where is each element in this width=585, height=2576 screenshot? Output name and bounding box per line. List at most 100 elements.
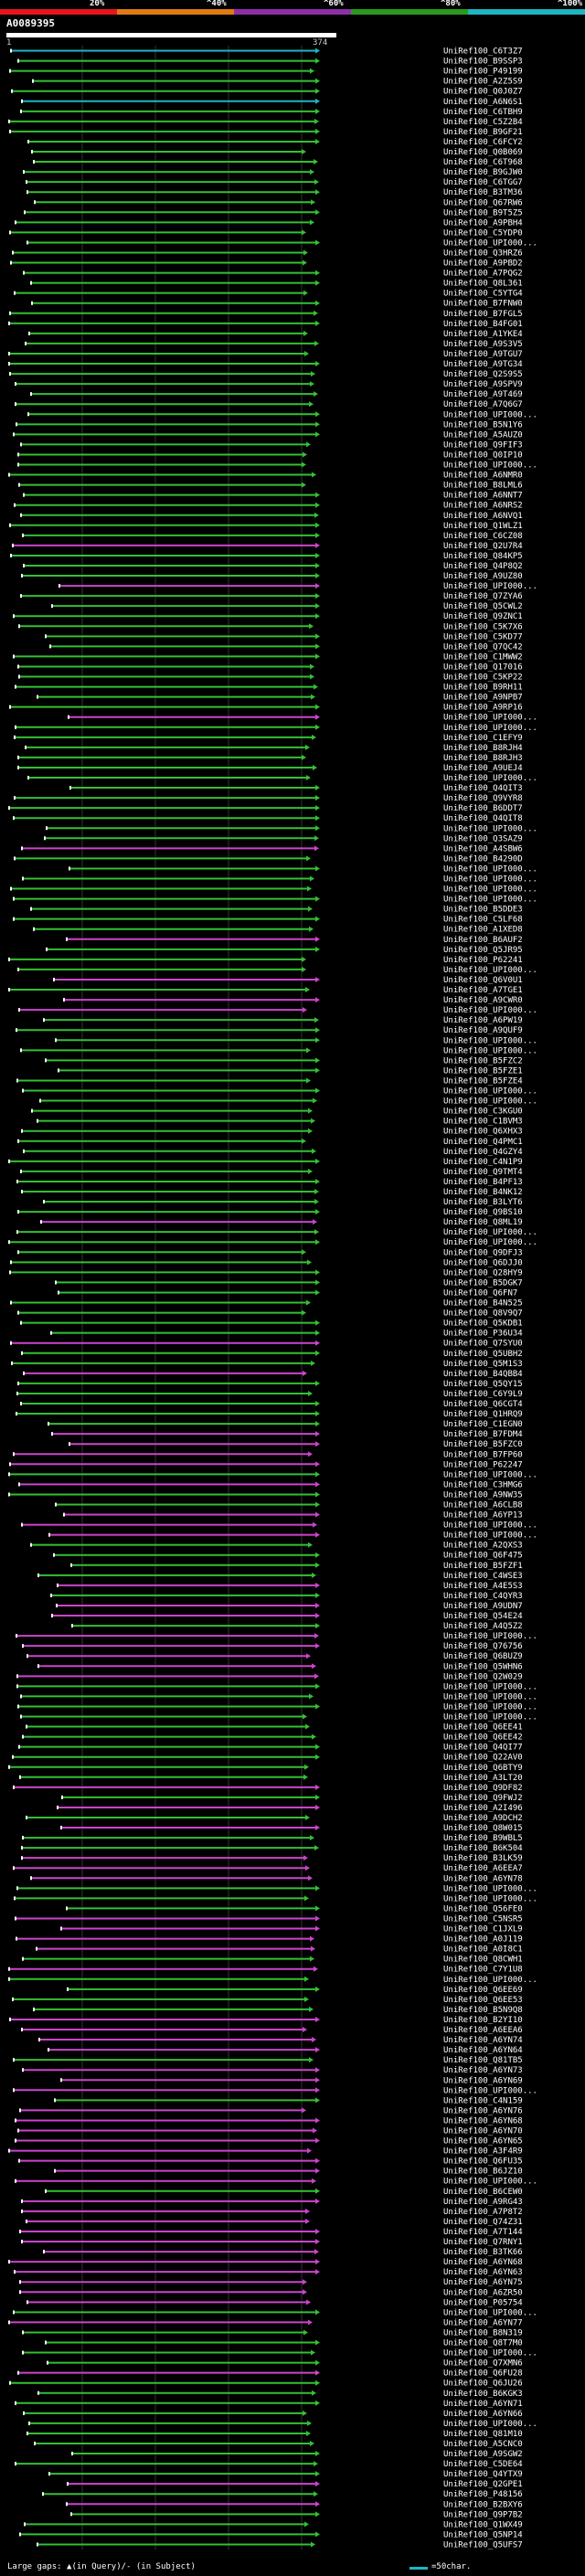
hit-row[interactable]: UniRef100_A2Z5S9 <box>32 78 523 87</box>
hit-row[interactable]: UniRef100_B5N1Y6 <box>16 420 523 429</box>
hit-row[interactable]: UniRef100_Q6EE42 <box>22 1733 523 1743</box>
hit-row[interactable]: UniRef100_Q9BS10 <box>17 1208 523 1217</box>
hit-row[interactable]: UniRef100_Q4QIT3 <box>69 784 523 793</box>
hit-row[interactable]: UniRef100_A6YP13 <box>63 1511 523 1521</box>
hit-row[interactable]: UniRef100_C4WSE3 <box>37 1572 523 1581</box>
hit-row[interactable]: UniRef100_UPI000... <box>16 1632 537 1641</box>
hit-row[interactable]: UniRef100_B4FG01 <box>8 320 523 329</box>
hit-row[interactable]: UniRef100_P62241 <box>8 956 523 965</box>
hit-row[interactable]: UniRef100_A6PW19 <box>43 1016 523 1025</box>
hit-row[interactable]: UniRef100_UPI000... <box>55 1036 537 1045</box>
hit-row[interactable]: UniRef100_UPI000... <box>17 1702 537 1712</box>
hit-row[interactable]: UniRef100_A7Q6G7 <box>15 400 523 409</box>
hit-row[interactable]: UniRef100_UPI000... <box>22 875 537 884</box>
hit-row[interactable]: UniRef100_A9NW35 <box>8 1490 523 1500</box>
hit-row[interactable]: UniRef100_A7T144 <box>19 2228 523 2237</box>
hit-row[interactable]: UniRef100_A4Q5Z2 <box>71 1622 523 1631</box>
hit-row[interactable]: UniRef100_Q6FU35 <box>18 2157 523 2167</box>
hit-row[interactable]: UniRef100_B6KGK3 <box>37 2390 523 2399</box>
hit-row[interactable]: UniRef100_Q5UBH2 <box>21 1350 523 1359</box>
hit-row[interactable]: UniRef100_UPI000... <box>17 966 537 975</box>
hit-row[interactable]: UniRef100_A9RG43 <box>21 2198 523 2207</box>
hit-row[interactable]: UniRef100_UPI000... <box>27 774 537 783</box>
hit-row[interactable]: UniRef100_Q8V9Q7 <box>17 1309 523 1319</box>
hit-row[interactable]: UniRef100_A9PBH4 <box>15 218 523 228</box>
hit-row[interactable]: UniRef100_A9SGW2 <box>71 2450 523 2459</box>
hit-row[interactable]: UniRef100_UPI000... <box>46 824 537 833</box>
hit-row[interactable]: UniRef100_Q6EE41 <box>26 1723 523 1733</box>
hit-row[interactable]: UniRef100_A1XED8 <box>33 926 523 935</box>
hit-row[interactable]: UniRef100_A6YN66 <box>23 2410 523 2419</box>
hit-row[interactable]: UniRef100_A6ZR50 <box>19 2288 523 2297</box>
hit-row[interactable]: UniRef100_Q9P7B2 <box>70 2510 523 2519</box>
hit-row[interactable]: UniRef100_Q6EE69 <box>67 1986 523 1995</box>
hit-row[interactable]: UniRef100_B9SSP3 <box>17 58 523 67</box>
hit-row[interactable]: UniRef100_UPI000... <box>18 1006 537 1015</box>
hit-row[interactable]: UniRef100_Q4YTX9 <box>48 2470 523 2479</box>
hit-row[interactable]: UniRef100_Q6EE53 <box>12 1996 523 2005</box>
hit-row[interactable]: UniRef100_A7PQG2 <box>23 270 523 279</box>
hit-row[interactable]: UniRef100_UPI000... <box>39 1097 537 1107</box>
hit-row[interactable]: UniRef100_A6NRS2 <box>14 502 523 511</box>
hit-row[interactable]: UniRef100_Q84KP5 <box>10 552 523 561</box>
hit-row[interactable]: UniRef100_C3KGU0 <box>31 1108 523 1117</box>
hit-row[interactable]: UniRef100_UPI000... <box>16 1682 537 1691</box>
hit-row[interactable]: UniRef100_A6YN73 <box>22 2066 523 2075</box>
hit-row[interactable]: UniRef100_A9SPV9 <box>15 380 523 389</box>
hit-row[interactable]: UniRef100_C4QYR3 <box>50 1592 523 1601</box>
hit-row[interactable]: UniRef100_Q6BUZ9 <box>27 1652 523 1661</box>
hit-row[interactable]: UniRef100_Q0B069 <box>31 148 523 157</box>
hit-row[interactable]: UniRef100_Q3HRZ6 <box>12 249 523 258</box>
hit-row[interactable]: UniRef100_B5FZE1 <box>58 1066 523 1076</box>
hit-row[interactable]: UniRef100_A5AUZ0 <box>13 430 523 440</box>
hit-row[interactable]: UniRef100_B7FP60 <box>13 1450 523 1459</box>
hit-row[interactable]: UniRef100_Q5UFS7 <box>37 2540 523 2549</box>
hit-row[interactable]: UniRef100_UPI000... <box>27 239 537 248</box>
hit-row[interactable]: UniRef100_B5FZC0 <box>69 1440 523 1449</box>
hit-row[interactable]: UniRef100_A3LT20 <box>19 1774 523 1783</box>
hit-row[interactable]: UniRef100_B9GJW0 <box>23 168 523 177</box>
hit-row[interactable]: UniRef100_B9GF21 <box>9 128 523 137</box>
hit-row[interactable]: UniRef100_Q76756 <box>22 1642 523 1651</box>
hit-row[interactable]: UniRef100_B8N319 <box>22 2328 523 2337</box>
hit-row[interactable]: UniRef100_Q4QI77 <box>18 1744 523 1753</box>
hit-row[interactable]: UniRef100_UPI000... <box>20 1713 537 1723</box>
hit-row[interactable]: UniRef100_C6T3Z7 <box>10 48 523 57</box>
hit-row[interactable]: UniRef100_Q5WHN6 <box>37 1662 523 1671</box>
hit-row[interactable]: UniRef100_UPI000... <box>21 1521 537 1531</box>
hit-row[interactable]: UniRef100_Q6DJJ0 <box>10 1258 523 1267</box>
hit-row[interactable]: UniRef100_UPI000... <box>15 724 537 733</box>
hit-row[interactable]: UniRef100_A6NMR0 <box>8 472 523 481</box>
hit-row[interactable]: UniRef100_C1EGN0 <box>48 1420 523 1429</box>
hit-row[interactable]: UniRef100_Q2W029 <box>16 1672 523 1681</box>
hit-row[interactable]: UniRef100_A9DCH2 <box>26 1814 523 1823</box>
hit-row[interactable]: UniRef100_A9UEJ4 <box>17 764 523 773</box>
hit-row[interactable]: UniRef100_Q5KDB1 <box>20 1320 523 1329</box>
hit-row[interactable]: UniRef100_UPI000... <box>16 1228 537 1237</box>
hit-row[interactable]: UniRef100_UPI000... <box>22 1087 537 1097</box>
hit-row[interactable]: UniRef100_UPI000... <box>20 1046 537 1055</box>
hit-row[interactable]: UniRef100_A9RP16 <box>9 704 523 713</box>
hit-row[interactable]: UniRef100_A5CNC0 <box>34 2440 523 2449</box>
hit-row[interactable]: UniRef100_Q2GPE1 <box>67 2480 523 2489</box>
hit-row[interactable]: UniRef100_UPI000... <box>8 1976 537 1985</box>
hit-row[interactable]: UniRef100_Q4QIT8 <box>13 814 523 823</box>
hit-row[interactable]: UniRef100_C6FCY2 <box>27 138 523 147</box>
hit-row[interactable]: UniRef100_UPI000... <box>13 896 537 905</box>
hit-row[interactable]: UniRef100_Q8L361 <box>30 280 523 289</box>
hit-row[interactable]: UniRef100_B8LML6 <box>18 482 523 491</box>
hit-row[interactable]: UniRef100_Q6F475 <box>53 1552 523 1561</box>
hit-row[interactable]: UniRef100_Q81TB5 <box>13 2056 523 2065</box>
hit-row[interactable]: UniRef100_Q2U7R4 <box>12 542 523 551</box>
hit-row[interactable]: UniRef100_B9RH11 <box>15 684 523 693</box>
hit-row[interactable]: UniRef100_C5NSR5 <box>15 1914 523 1924</box>
hit-row[interactable]: UniRef100_Q9DFJ3 <box>17 1248 523 1257</box>
hit-row[interactable]: UniRef100_C1MWW2 <box>13 652 523 662</box>
hit-row[interactable]: UniRef100_Q2S9S5 <box>9 370 523 379</box>
hit-row[interactable]: UniRef100_UPI000... <box>13 2308 537 2317</box>
hit-row[interactable]: UniRef100_Q0IP10 <box>17 451 523 460</box>
hit-row[interactable]: UniRef100_B5FZC2 <box>45 1056 523 1065</box>
hit-row[interactable]: UniRef100_A9TG34 <box>8 360 523 369</box>
hit-row[interactable]: UniRef100_Q6FN7 <box>58 1288 517 1298</box>
hit-row[interactable]: UniRef100_Q6V0U1 <box>53 976 523 985</box>
